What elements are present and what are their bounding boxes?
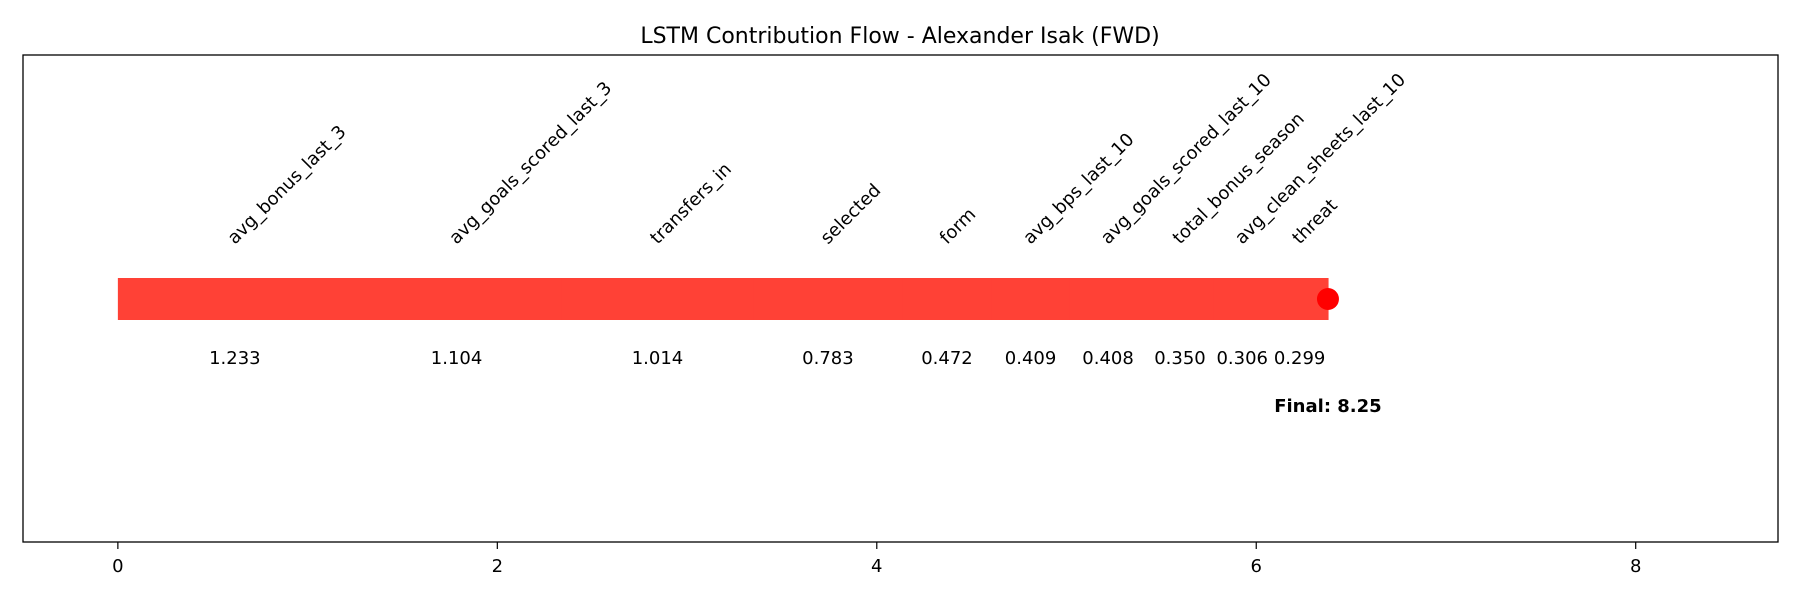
feature-label: avg_bonus_last_3: [224, 121, 351, 248]
value-label: 0.299: [1274, 348, 1326, 369]
x-tick-label: 8: [1630, 556, 1641, 577]
contribution-bar: [902, 278, 993, 320]
contribution-bar: [753, 278, 903, 320]
contribution-bar: [561, 278, 755, 320]
value-label: 0.472: [921, 348, 973, 369]
value-label: 0.783: [802, 348, 854, 369]
feature-label: selected: [817, 180, 886, 249]
value-label: 0.306: [1216, 348, 1268, 369]
contribution-bar: [351, 278, 562, 320]
contribution-bar: [1146, 278, 1214, 320]
x-tick-label: 0: [112, 556, 123, 577]
value-label: 1.233: [209, 348, 261, 369]
plot-frame: [22, 54, 1779, 543]
value-label: 0.409: [1005, 348, 1057, 369]
value-label: 0.408: [1082, 348, 1134, 369]
feature-label: avg_goals_scored_last_3: [445, 78, 616, 249]
feature-label: form: [936, 204, 981, 249]
value-label: 1.014: [632, 348, 684, 369]
contribution-bar: [1069, 278, 1148, 320]
contribution-bar: [991, 278, 1070, 320]
contribution-bar: [117, 278, 353, 320]
feature-label: threat: [1288, 195, 1341, 248]
value-label: 0.350: [1154, 348, 1206, 369]
chart-title: LSTM Contribution Flow - Alexander Isak …: [640, 24, 1159, 49]
feature-labels: avg_bonus_last_3 avg_goals_scored_last_3 t…: [224, 69, 1410, 248]
value-label: 1.104: [431, 348, 483, 369]
x-tick-label: 6: [1251, 556, 1262, 577]
x-axis: 0 2 4 6 8: [112, 542, 1641, 577]
x-tick-label: 4: [871, 556, 882, 577]
feature-label: transfers_in: [646, 159, 736, 249]
contribution-bars: [117, 278, 1329, 320]
final-marker: [1316, 288, 1339, 310]
x-tick-label: 2: [492, 556, 503, 577]
contribution-bar: [1213, 278, 1272, 320]
value-labels: 1.233 1.104 1.014 0.783 0.472 0.409 0.408 0.350…: [209, 348, 1325, 369]
final-value-label: Final: 8.25: [1274, 396, 1381, 417]
